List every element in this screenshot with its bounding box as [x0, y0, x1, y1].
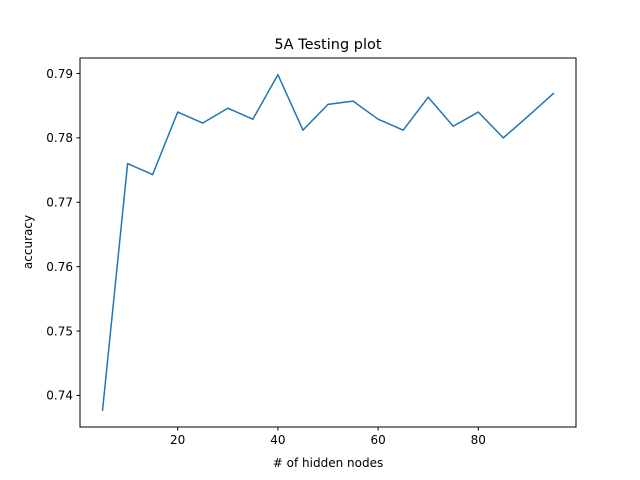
axes-frame: [79, 57, 577, 428]
chart-title: 5A Testing plot: [274, 37, 381, 53]
x-tick-label: 60: [370, 433, 385, 447]
data-point: [277, 73, 279, 76]
y-axis-label: accuracy: [21, 215, 35, 269]
y-axis-ticks: 0.74 0.75 0.76 0.77 0.78 0.79: [46, 67, 80, 403]
y-tick-label: 0.78: [46, 131, 73, 145]
data-point: [302, 129, 304, 131]
series-layer: [101, 73, 555, 412]
data-point: [527, 115, 530, 117]
plot-area: 20 40 60 80 0.74 0.75 0.76 0.77 0.78 0.79: [46, 57, 577, 447]
data-point: [352, 100, 354, 102]
data-point: [227, 107, 229, 109]
data-point: [402, 129, 404, 131]
data-point: [452, 125, 455, 128]
data-point: [377, 118, 379, 120]
x-tick-label: 80: [471, 433, 486, 447]
data-point: [502, 137, 505, 139]
x-tick-label: 40: [270, 433, 285, 447]
data-point: [101, 409, 104, 412]
data-point: [252, 118, 254, 120]
y-tick-label: 0.75: [46, 324, 73, 338]
x-axis-ticks: 20 40 60 80: [170, 427, 486, 447]
data-point: [176, 111, 179, 113]
data-point: [427, 96, 429, 99]
data-point: [201, 122, 204, 124]
y-tick-label: 0.74: [46, 389, 73, 403]
data-point: [126, 162, 129, 165]
y-tick-label: 0.77: [46, 196, 73, 210]
x-tick-label: 20: [170, 433, 185, 447]
data-point: [552, 92, 555, 95]
data-point: [151, 173, 154, 176]
x-axis-label: # of hidden nodes: [273, 456, 383, 470]
y-tick-label: 0.76: [46, 260, 73, 274]
data-point: [477, 111, 480, 113]
data-point: [327, 103, 329, 106]
y-tick-label: 0.79: [46, 67, 73, 81]
